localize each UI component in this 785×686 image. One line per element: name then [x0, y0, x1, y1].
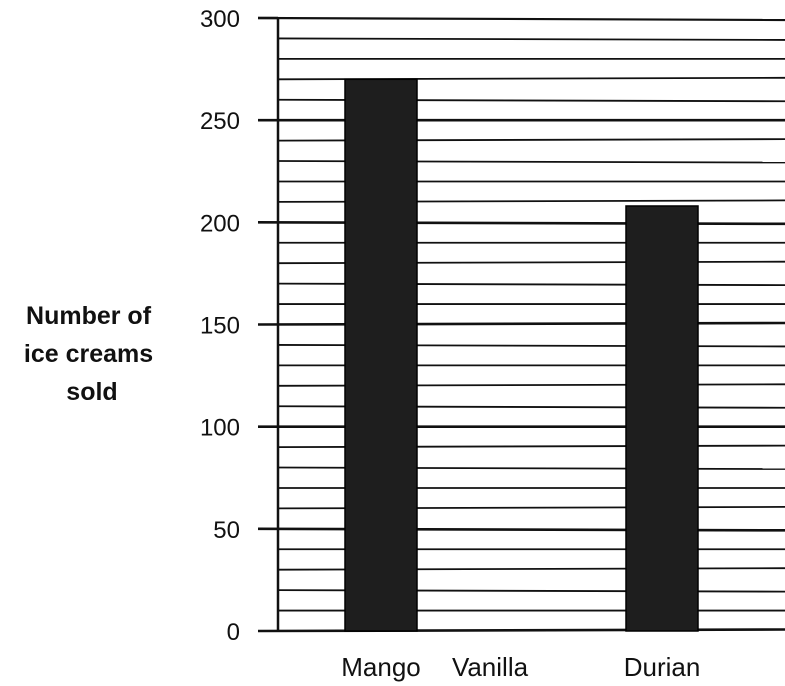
y-tick-labels: 0 50 100 150 200 250 300 [200, 6, 240, 646]
grid-line [257, 321, 785, 326]
axes [257, 16, 785, 631]
y-axis-label-line-1: Number of [26, 302, 152, 330]
y-tick-label: 200 [200, 210, 240, 237]
bar-mango [344, 78, 418, 632]
y-tick-label: 250 [200, 108, 240, 135]
y-axis-label: Number of ice creams sold [24, 302, 160, 406]
grid-line [257, 221, 785, 226]
y-axis-label-line-3: sold [66, 378, 117, 406]
grid-line [257, 628, 785, 633]
grid-line [277, 37, 785, 41]
bars [344, 78, 699, 632]
y-tick-label: 50 [213, 517, 240, 544]
y-tick-label: 300 [200, 6, 240, 33]
x-category-label: Mango [341, 652, 421, 682]
x-category-label: Vanilla [452, 652, 529, 682]
y-axis-label-line-2: ice creams [24, 340, 153, 368]
y-tick-label: 100 [200, 415, 240, 442]
grid-line [257, 527, 785, 532]
top-grid-line [257, 16, 785, 22]
y-tick-label: 150 [200, 313, 240, 340]
x-category-labels: Mango Vanilla Durian [341, 652, 700, 682]
grid-lines [257, 16, 785, 633]
x-category-label: Durian [624, 652, 701, 682]
y-tick-label: 0 [227, 619, 240, 646]
bar-durian [625, 205, 699, 632]
